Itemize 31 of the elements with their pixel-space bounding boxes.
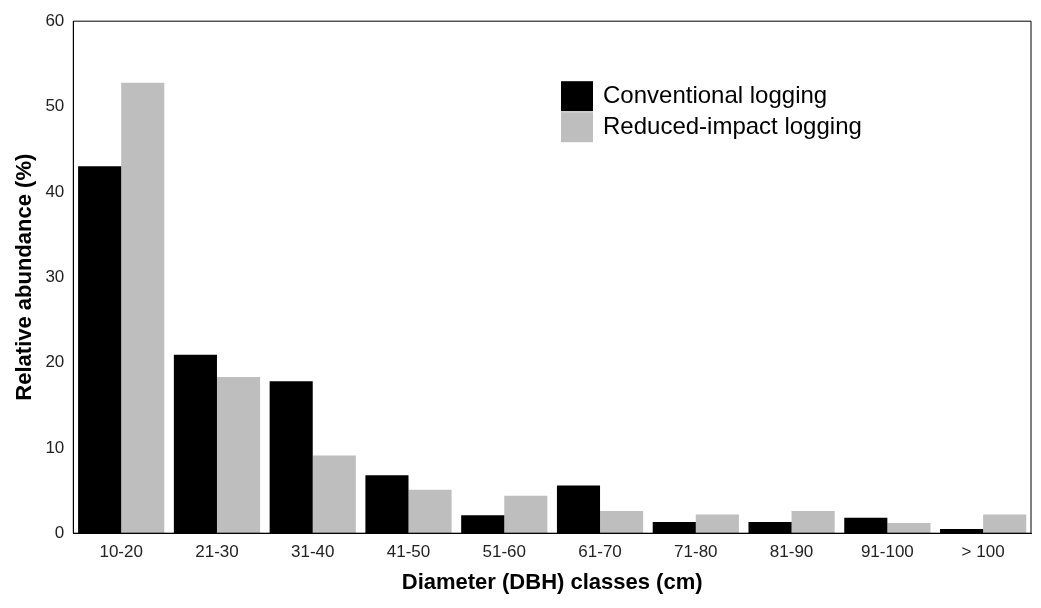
y-tick-label: 20 — [45, 352, 65, 372]
x-tick-label: 31-40 — [290, 542, 335, 562]
bar — [887, 522, 931, 534]
x-tick-label: 81-90 — [769, 542, 814, 562]
bar — [504, 495, 548, 534]
y-tick-label: 30 — [45, 266, 65, 286]
bar — [312, 455, 356, 534]
x-tick-label: > 100 — [961, 542, 1005, 562]
y-tick-label: 0 — [54, 522, 65, 542]
legend-label: Reduced-impact logging — [603, 111, 862, 139]
x-tick-label: 21-30 — [195, 542, 239, 562]
x-axis-title: Diameter (DBH) classes (cm) — [401, 568, 703, 594]
x-tick-label: 10-20 — [99, 542, 143, 562]
bar — [121, 82, 165, 534]
x-tick-label: 91-100 — [860, 542, 914, 562]
x-tick-label: 71-80 — [674, 542, 718, 562]
x-tick-label: 61-70 — [578, 542, 622, 562]
y-tick-label: 50 — [45, 96, 65, 116]
y-tick-label: 10 — [45, 437, 65, 457]
bar — [791, 511, 835, 534]
y-tick-label: 40 — [45, 181, 65, 201]
legend-label: Conventional logging — [603, 80, 828, 108]
x-tick-label: 41-50 — [386, 542, 431, 562]
y-axis-title: Relative abundance (%) — [11, 153, 37, 401]
y-tick-label: 60 — [45, 10, 65, 30]
bar — [983, 514, 1027, 534]
x-tick-label: 51-60 — [482, 542, 527, 562]
bar — [408, 489, 452, 534]
bar — [216, 377, 261, 534]
bar — [695, 514, 739, 534]
bar — [600, 511, 644, 534]
